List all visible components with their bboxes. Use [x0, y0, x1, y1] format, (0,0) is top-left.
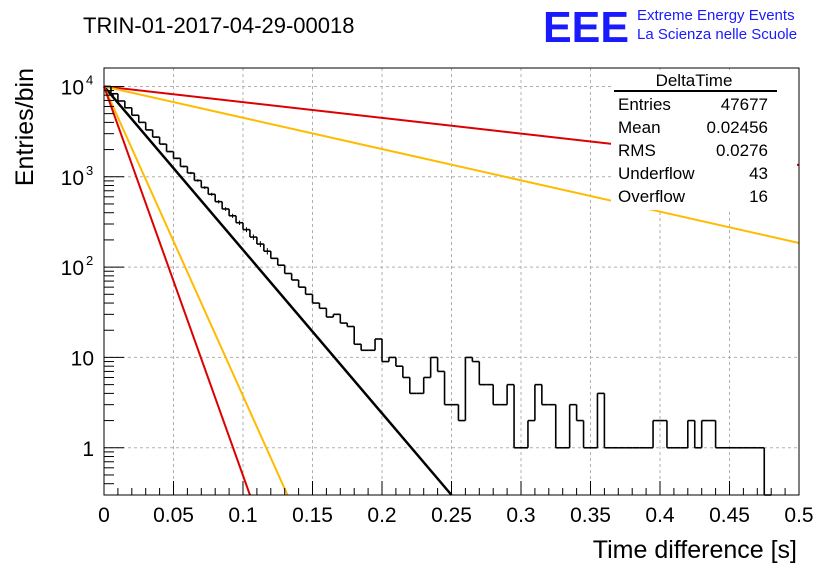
- x-tick-label: 0.2: [367, 504, 396, 527]
- y-tick-exponent: 4: [86, 72, 93, 87]
- reference-line: [103, 86, 289, 496]
- reference-line: [103, 85, 800, 244]
- chart-title: TRIN-01-2017-04-29-00018: [83, 13, 355, 38]
- stats-value: 16: [749, 187, 768, 206]
- plot-area: [103, 85, 800, 496]
- x-tick-label: 0.15: [292, 504, 333, 527]
- y-axis-label: Entries/bin: [11, 68, 39, 186]
- x-axis-label: Time difference [s]: [593, 536, 797, 564]
- stats-box: DeltaTime Entries 47677 Mean 0.02456 RMS 0.02…: [611, 70, 797, 210]
- fit-line: [103, 85, 453, 496]
- stats-value: 47677: [721, 95, 768, 114]
- stats-value: 0.0276: [716, 141, 768, 160]
- x-tick-label: 0.35: [570, 504, 611, 527]
- stats-label: Mean: [618, 118, 661, 137]
- y-tick-label: 10: [61, 167, 84, 190]
- x-tick-label: 0.45: [709, 504, 750, 527]
- x-tick-label: 0.4: [645, 504, 675, 527]
- stats-value: 0.02456: [707, 118, 768, 137]
- stats-value: 43: [749, 164, 768, 183]
- logo-line-2: La Scienza nelle Scuole: [637, 26, 797, 43]
- y-tick-label: 10: [61, 257, 84, 280]
- logo-line-1: Extreme Energy Events: [637, 7, 795, 24]
- logo-mark: EEE: [543, 3, 629, 52]
- x-tick-label: 0: [98, 504, 110, 527]
- stats-background: [611, 70, 797, 210]
- axis-ticks: 0 0.05 0.1 0.15 0.2 0.25 0.3 0.35 0.4 0.45 0.5 1 10 1…: [61, 72, 814, 527]
- x-tick-label: 0.25: [431, 504, 472, 527]
- y-tick-label: 10: [71, 347, 94, 370]
- y-tick-exponent: 2: [86, 253, 93, 268]
- y-tick-exponent: 3: [86, 163, 93, 178]
- reference-line: [103, 86, 251, 496]
- y-tick-label: 1: [82, 438, 94, 461]
- x-tick-label: 0.3: [506, 504, 535, 527]
- eee-logo: EEE Extreme Energy Events La Scienza nel…: [543, 3, 797, 52]
- grid: [104, 68, 799, 495]
- x-tick-label: 0.5: [784, 504, 813, 527]
- stats-label: Entries: [618, 95, 671, 114]
- stats-label: RMS: [618, 141, 656, 160]
- stats-label: Overflow: [618, 187, 686, 206]
- stats-label: Underflow: [618, 164, 695, 183]
- stats-title: DeltaTime: [656, 71, 733, 90]
- y-tick-label: 10: [61, 76, 84, 99]
- x-tick-label: 0.05: [153, 504, 194, 527]
- x-tick-label: 0.1: [228, 504, 257, 527]
